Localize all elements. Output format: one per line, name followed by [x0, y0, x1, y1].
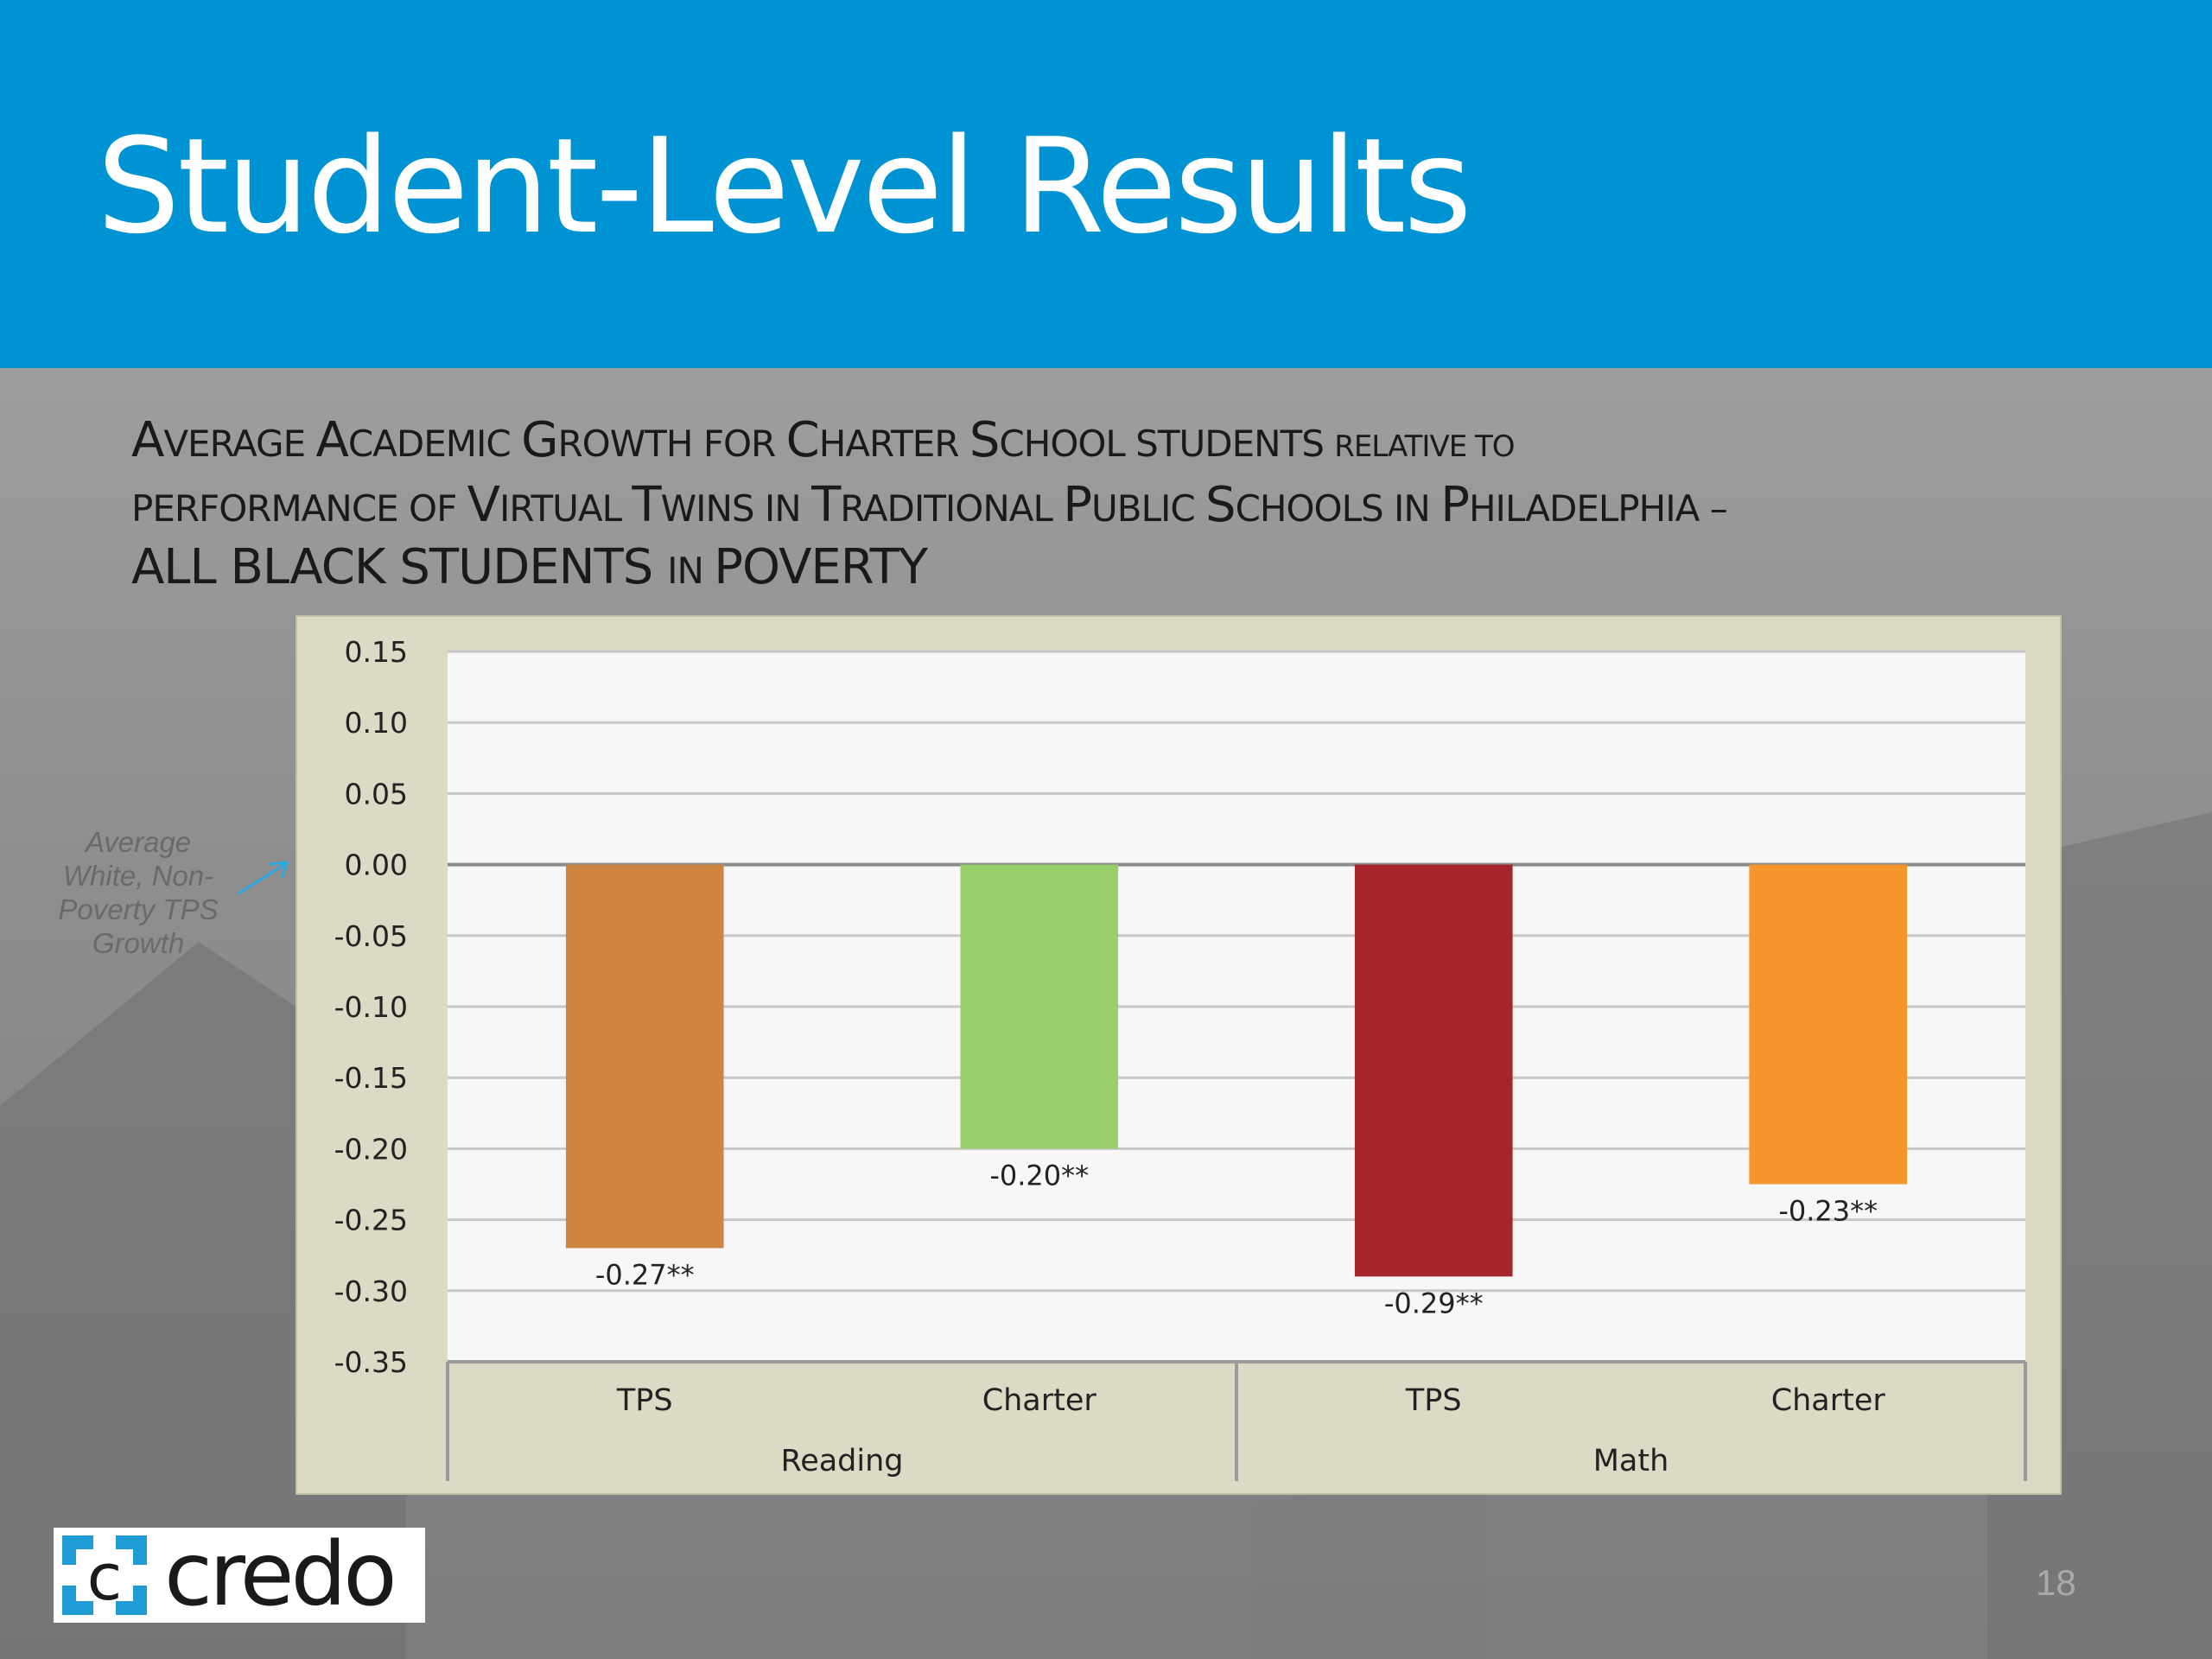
- data-label: -0.29**: [1384, 1287, 1484, 1319]
- y-tick-label: 0.00: [345, 849, 408, 882]
- subtitle-run: C: [785, 412, 820, 468]
- subtitle-run: G: [521, 412, 558, 468]
- bar-math-tps: [1354, 864, 1513, 1277]
- subtitle-run: POVERTY: [714, 539, 928, 595]
- subtitle-run: UBLIC: [1091, 487, 1206, 530]
- subtitle-run: WINS IN: [660, 487, 812, 530]
- subtitle-run: CADEMIC: [347, 423, 522, 465]
- subtitle-run: S: [969, 412, 1001, 468]
- subtitle-run: CHOOLS IN: [1235, 487, 1441, 530]
- svg-text:c: c: [87, 1541, 123, 1615]
- slide-title: Student-Level Results: [97, 110, 1472, 263]
- data-label: -0.23**: [1778, 1195, 1878, 1228]
- subtitle-run: IRTUAL: [499, 487, 632, 530]
- subtitle-line-1: AVERAGE ACADEMIC GROWTH FOR CHARTER SCHO…: [131, 411, 2119, 476]
- chart-panel: 0.15 0.10 0.05 0.00 -0.05 -0.10 -0.15 -0.20 -0.2…: [296, 615, 2062, 1495]
- category-label: TPS: [616, 1383, 673, 1418]
- data-label: -0.27**: [595, 1258, 695, 1291]
- y-tick-label: 0.05: [345, 777, 408, 810]
- header-band: [0, 0, 2212, 368]
- chart-subtitle: AVERAGE ACADEMIC GROWTH FOR CHARTER SCHO…: [131, 411, 2119, 601]
- bar-chart: 0.15 0.10 0.05 0.00 -0.05 -0.10 -0.15 -0.20 -0.2…: [334, 635, 2027, 1481]
- subtitle-run: CHOOL STUDENTS: [999, 423, 1335, 465]
- subtitle-run: P: [1063, 477, 1092, 533]
- y-tick-label: -0.20: [334, 1132, 408, 1166]
- subtitle-run: ROWTH FOR: [557, 423, 786, 465]
- bar-reading-tps: [565, 864, 724, 1249]
- subtitle-run: V: [467, 477, 500, 533]
- bar-math-charter: [1749, 864, 1908, 1185]
- group-label: Reading: [780, 1444, 903, 1478]
- y-tick-label: -0.10: [334, 990, 408, 1024]
- subtitle-run: HILADELPHIA –: [1468, 487, 1728, 530]
- subtitle-line-2: PERFORMANCE OF VIRTUAL TWINS IN TRADITIO…: [131, 476, 2119, 538]
- subtitle-run: S: [1205, 477, 1236, 533]
- subtitle-run: A: [131, 412, 164, 468]
- y-tick-label: -0.15: [334, 1061, 408, 1095]
- credo-bracket-icon: c: [62, 1535, 147, 1615]
- category-label: TPS: [1405, 1383, 1462, 1418]
- page-number: 18: [2036, 1562, 2076, 1603]
- y-tick-label: -0.05: [334, 919, 408, 953]
- annotation-arrow-icon: [238, 861, 289, 895]
- credo-wordmark: credo: [164, 1523, 397, 1626]
- y-tick-label: -0.35: [334, 1345, 408, 1379]
- subtitle-run: ALL BLACK STUDENTS: [131, 539, 668, 595]
- subtitle-run: IN: [667, 550, 715, 592]
- subtitle-run: T: [811, 477, 841, 533]
- subtitle-run: PERFORMANCE OF: [131, 487, 467, 530]
- subtitle-run: RADITIONAL: [840, 487, 1064, 530]
- zero-line-annotation: Average White, Non-Poverty TPS Growth: [58, 826, 219, 959]
- subtitle-line-3: ALL BLACK STUDENTS IN POVERTY: [131, 538, 2119, 601]
- y-tick-label: -0.25: [334, 1204, 408, 1237]
- subtitle-run: A: [315, 412, 349, 468]
- category-label: Charter: [1771, 1383, 1886, 1418]
- subtitle-run: T: [632, 477, 661, 533]
- y-tick-label: -0.30: [334, 1274, 408, 1308]
- category-label: Charter: [982, 1383, 1097, 1418]
- subtitle-run: HARTER: [818, 423, 969, 465]
- bar-reading-charter: [960, 864, 1119, 1149]
- subtitle-run: RELATIVE TO: [1334, 429, 1515, 464]
- y-tick-label: 0.15: [345, 635, 408, 669]
- subtitle-run: VERAGE: [163, 423, 316, 465]
- subtitle-run: P: [1440, 477, 1470, 533]
- credo-logo: c credo: [54, 1528, 425, 1623]
- y-tick-label: 0.10: [345, 706, 408, 740]
- data-label: -0.20**: [989, 1159, 1089, 1192]
- group-label: Math: [1593, 1444, 1669, 1478]
